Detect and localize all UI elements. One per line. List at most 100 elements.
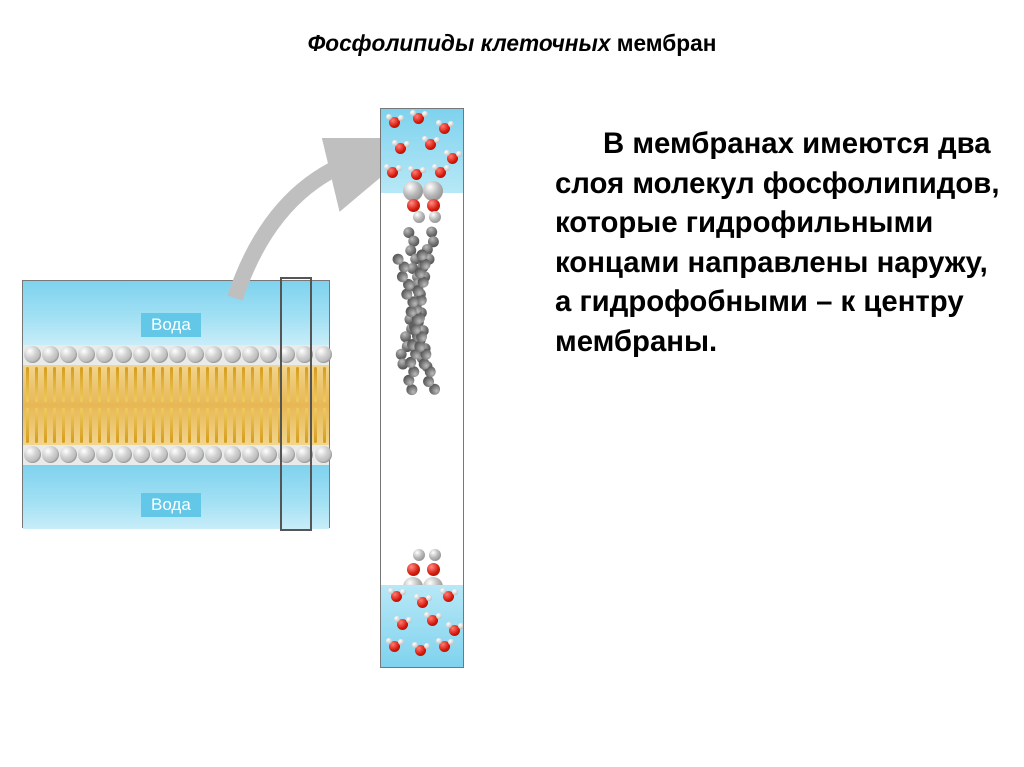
hydrogen-atom [398,115,404,121]
hydrogen-atom [424,643,430,649]
lipid-tail-pair [23,365,32,445]
body-text-content: В мембранах имеются два слоя молекул фос… [555,127,999,358]
title-plain: мембран [610,30,716,56]
hydrogen-atom [398,639,404,645]
lipid-head [60,446,77,463]
lipid-head [224,346,241,363]
lipid-head [315,346,332,363]
lipid-head [78,446,95,463]
lipid-tail-pair [176,365,185,445]
lipid-tail-pair [158,365,167,445]
lipid-head [187,346,204,363]
lipid-tail-pair [140,365,149,445]
lipid-head [24,446,41,463]
hydrogen-atom [444,165,450,171]
lipid-head [260,446,277,463]
lipid-head [151,346,168,363]
hydrogen-atom [404,141,410,147]
lipid-tail-pair [311,365,320,445]
lipid-head [96,346,113,363]
hydrogen-atom [422,111,428,117]
lipid-tail-pair [248,365,257,445]
hydrogen-atom [394,616,400,622]
hydrogen-atom [426,595,432,601]
hydrogen-atom [436,638,442,644]
lipid-tail-pair [68,365,77,445]
hydrogen-atom [448,639,454,645]
hydrogen-atom [448,121,454,127]
hydrogen-atom [400,589,406,595]
hydrogen-atom [406,617,412,623]
lipid-head [115,346,132,363]
hydrogen-atom [432,164,438,170]
hydrogen-atom [446,622,452,628]
body-text: В мембранах имеются два слоя молекул фос… [555,124,1000,361]
lipid-head [205,446,222,463]
lipid-tail-pair [230,365,239,445]
lipid-head [205,346,222,363]
page-title: Фосфолипиды клеточных мембран [0,30,1024,57]
lipid-tail-pair [212,365,221,445]
lipid-head [242,346,259,363]
lipid-head [169,446,186,463]
water-label-top: Вода [141,313,201,337]
lipid-head [169,346,186,363]
lipid-head [115,446,132,463]
title-italic: Фосфолипиды клеточных [308,30,611,56]
lipid-head [224,446,241,463]
lipid-tail-pair [122,365,131,445]
head-group-atom [429,549,441,561]
hydrogen-atom [388,588,394,594]
phosphate-head [403,181,443,221]
lipid-tail-pair [113,365,122,445]
hydrogen-atom [414,594,420,600]
hydrogen-atom [386,638,392,644]
phosphate-head [403,549,443,589]
head-group-atom [423,181,443,201]
lipid-head [78,346,95,363]
lipid-head [260,346,277,363]
lipid-tail-pair [104,365,113,445]
hydrogen-atom [452,589,458,595]
hydrogen-atom [422,136,428,142]
head-group-atom [413,211,425,223]
page: Фосфолипиды клеточных мембран В мембрана… [0,0,1024,767]
hydrogen-atom [440,588,446,594]
lipid-tail-pair [185,365,194,445]
hydrogen-atom [436,613,442,619]
lipid-head [151,446,168,463]
hydrogen-atom [396,165,402,171]
lipid-tail-pair [50,365,59,445]
lipid-head [96,446,113,463]
hydrogen-atom [420,167,426,173]
head-group-atom [403,181,423,201]
lipid-head [24,346,41,363]
lipid-tail-pair [194,365,203,445]
water-label-bottom: Вода [141,493,201,517]
lipid-tail-pair [86,365,95,445]
hydrogen-atom [392,140,398,146]
lipid-tail-pair [41,365,50,445]
lipid-tail-pair [32,365,41,445]
hydrogen-atom [412,642,418,648]
hydrogen-atom [436,120,442,126]
lipid-tail-pair [167,365,176,445]
lipid-head [242,446,259,463]
hydrogen-atom [434,137,440,143]
molecule-body [381,193,463,585]
lipid-head [187,446,204,463]
hydrogen-atom [408,166,414,172]
molecule-diagram [380,108,464,668]
phosphate-oxygen [427,563,440,576]
phosphate-oxygen [407,563,420,576]
lipid-head [133,446,150,463]
hydrogen-atom [384,164,390,170]
lipid-tail-pair [131,365,140,445]
lipid-head [60,346,77,363]
lipid-tail-pair [77,365,86,445]
lipid-tail-pair [149,365,158,445]
lipid-tail-pair [95,365,104,445]
hydrogen-atom [444,150,450,156]
lipid-tail-pair [203,365,212,445]
hydrogen-atom [410,110,416,116]
